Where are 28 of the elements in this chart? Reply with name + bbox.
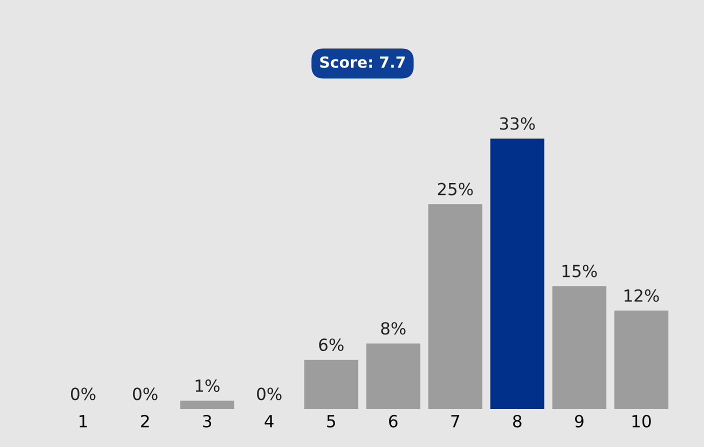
chart-title: Score: 7.7: [320, 56, 405, 68]
data-label: 0%: [133, 388, 158, 400]
bar: [304, 360, 358, 410]
data-label: 0%: [70, 388, 96, 400]
data-label: 0%: [257, 388, 282, 400]
x-tick-label: 6: [389, 414, 398, 428]
x-tick-label: 10: [632, 414, 651, 428]
x-tick-label: 9: [575, 414, 584, 428]
x-tick-label: 2: [141, 414, 149, 428]
bar: [552, 286, 606, 410]
data-label: 33%: [500, 117, 535, 130]
data-label: 1%: [196, 379, 220, 392]
x-tick-label: 1: [80, 415, 87, 428]
data-label: 12%: [624, 289, 659, 302]
data-label: 25%: [438, 182, 473, 196]
bar: [428, 204, 482, 410]
x-tick-label: 5: [327, 415, 336, 428]
bar: [366, 343, 420, 410]
bar: [490, 138, 544, 410]
x-tick-label: 7: [451, 415, 460, 428]
x-tick-label: 8: [513, 414, 522, 428]
data-label: 8%: [381, 322, 406, 335]
bar: [180, 400, 234, 410]
x-tick-label: 4: [264, 415, 274, 428]
data-label: 6%: [319, 338, 344, 352]
bar: [614, 310, 668, 410]
x-tick-label: 3: [203, 414, 212, 428]
data-label: 15%: [562, 264, 597, 278]
